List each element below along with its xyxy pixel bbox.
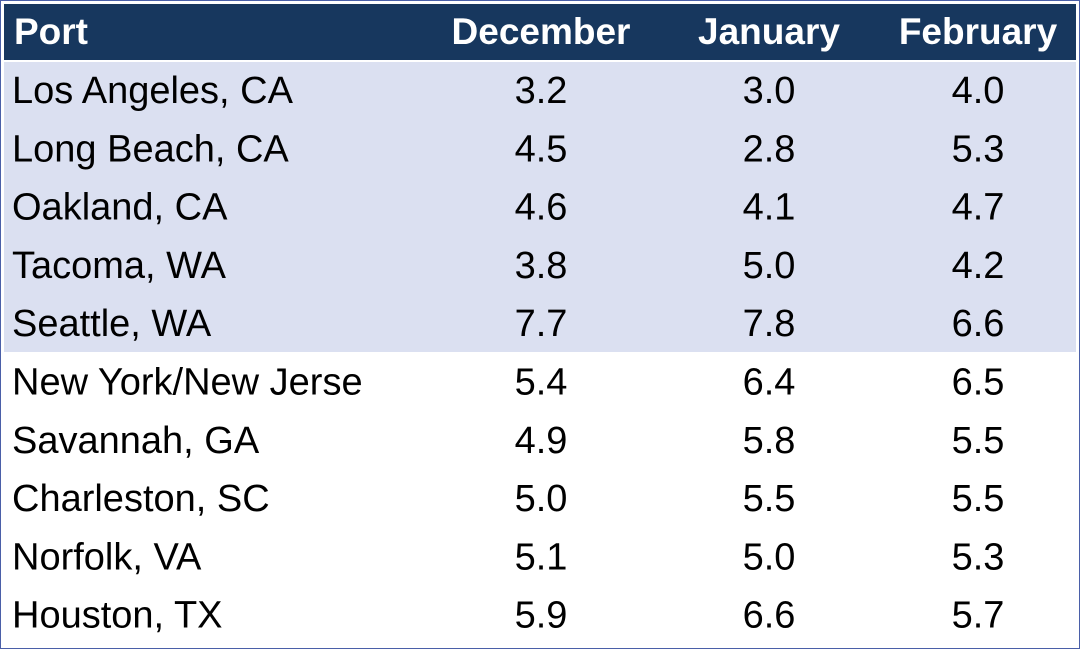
value-cell: 5.0 [743, 245, 796, 287]
header-cell: December [452, 11, 631, 52]
value-cell: 5.1 [515, 536, 568, 578]
value-cell: 5.4 [515, 362, 568, 404]
value-cell: 4.5 [515, 128, 568, 170]
value-cell: 2.8 [743, 128, 796, 170]
header-background [4, 4, 1076, 60]
header-cell: February [899, 11, 1058, 52]
value-cell: 6.6 [952, 303, 1005, 345]
value-cell: 5.0 [743, 536, 796, 578]
value-cell: 4.0 [952, 70, 1005, 112]
port-cell: Los Angeles, CA [12, 70, 294, 112]
port-cell: Savannah, GA [12, 420, 260, 462]
value-cell: 5.3 [952, 128, 1005, 170]
value-cell: 4.1 [743, 187, 796, 229]
port-cell: Tacoma, WA [12, 245, 227, 287]
value-cell: 5.7 [952, 595, 1005, 637]
value-cell: 4.9 [515, 420, 568, 462]
value-cell: 4.2 [952, 245, 1005, 287]
value-cell: 4.6 [515, 187, 568, 229]
port-cell: Charleston, SC [12, 478, 270, 520]
value-cell: 6.5 [952, 362, 1005, 404]
value-cell: 5.8 [743, 420, 796, 462]
value-cell: 3.0 [743, 70, 796, 112]
value-cell: 6.6 [743, 595, 796, 637]
port-cell: New York/New Jerse [12, 362, 363, 404]
value-cell: 7.8 [743, 303, 796, 345]
value-cell: 5.9 [515, 595, 568, 637]
header-cell: Port [14, 11, 88, 52]
shaded-rows-background [4, 62, 1076, 352]
value-cell: 4.7 [952, 187, 1005, 229]
value-cell: 6.4 [743, 362, 796, 404]
port-cell: Oakland, CA [12, 187, 228, 229]
value-cell: 5.5 [743, 478, 796, 520]
header-cell: January [698, 11, 840, 52]
value-cell: 5.0 [515, 478, 568, 520]
value-cell: 5.5 [952, 420, 1005, 462]
value-cell: 7.7 [515, 303, 568, 345]
port-cell: Houston, TX [12, 595, 223, 637]
port-cell: Seattle, WA [12, 303, 212, 345]
value-cell: 5.3 [952, 536, 1005, 578]
port-cell: Norfolk, VA [12, 536, 202, 578]
value-cell: 3.8 [515, 245, 568, 287]
port-cell: Long Beach, CA [12, 128, 289, 170]
value-cell: 5.5 [952, 478, 1005, 520]
value-cell: 3.2 [515, 70, 568, 112]
